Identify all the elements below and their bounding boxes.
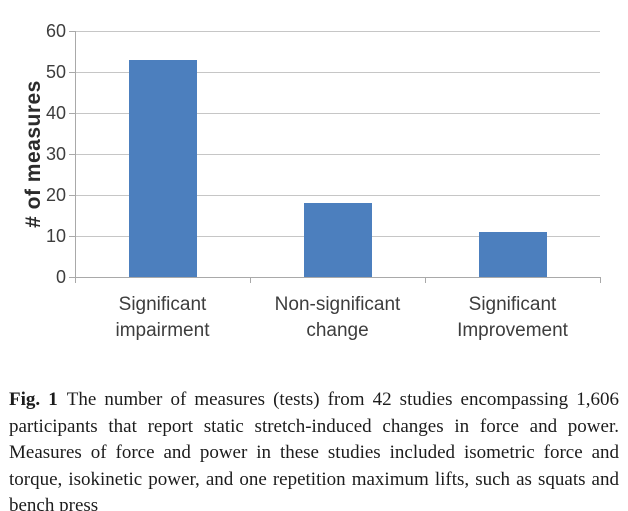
gridline-y-50 [75, 72, 600, 73]
bar-chart: # of measures 0 10 20 30 40 50 60 Significant i… [22, 21, 601, 341]
y-tick-label-50: 50 [45, 62, 66, 82]
bar-2 [303, 203, 372, 277]
gridline-y-60 [75, 31, 600, 32]
category-label-2: Non-significant change [274, 294, 401, 341]
x-tick-mark-1 [250, 277, 251, 283]
y-tick-mark-60 [69, 31, 75, 32]
category-label-1: Significant impairment [115, 294, 210, 341]
category-label-3: Significant Improvement [457, 294, 568, 341]
y-axis-line [75, 31, 76, 278]
x-axis-line [75, 277, 601, 278]
y-tick-label-0: 0 [55, 267, 66, 287]
gridline-y-40 [75, 113, 600, 114]
y-tick-mark-40 [69, 113, 75, 114]
y-tick-label-60: 60 [45, 21, 66, 41]
plot-area [75, 31, 600, 277]
bar-1 [128, 59, 197, 277]
caption-label: Fig. 1 [9, 389, 58, 410]
x-tick-mark-2 [425, 277, 426, 283]
x-tick-mark-0 [75, 277, 76, 283]
bar-3 [478, 231, 547, 277]
y-tick-label-40: 40 [45, 103, 66, 123]
gridline-y-30 [75, 154, 600, 155]
x-tick-mark-3 [600, 277, 601, 283]
y-tick-mark-50 [69, 72, 75, 73]
y-tick-mark-30 [69, 154, 75, 155]
y-tick-label-30: 30 [45, 144, 66, 164]
y-tick-label-20: 20 [45, 185, 66, 205]
y-tick-mark-20 [69, 195, 75, 196]
gridline-y-20 [75, 195, 600, 196]
caption-text: The number of measures (tests) from 42 s… [9, 389, 620, 511]
y-tick-mark-0 [69, 277, 75, 278]
figure-caption: Fig. 1 The number of measures (tests) fro… [9, 387, 619, 511]
y-tick-mark-10 [69, 236, 75, 237]
y-tick-label-10: 10 [45, 226, 66, 246]
